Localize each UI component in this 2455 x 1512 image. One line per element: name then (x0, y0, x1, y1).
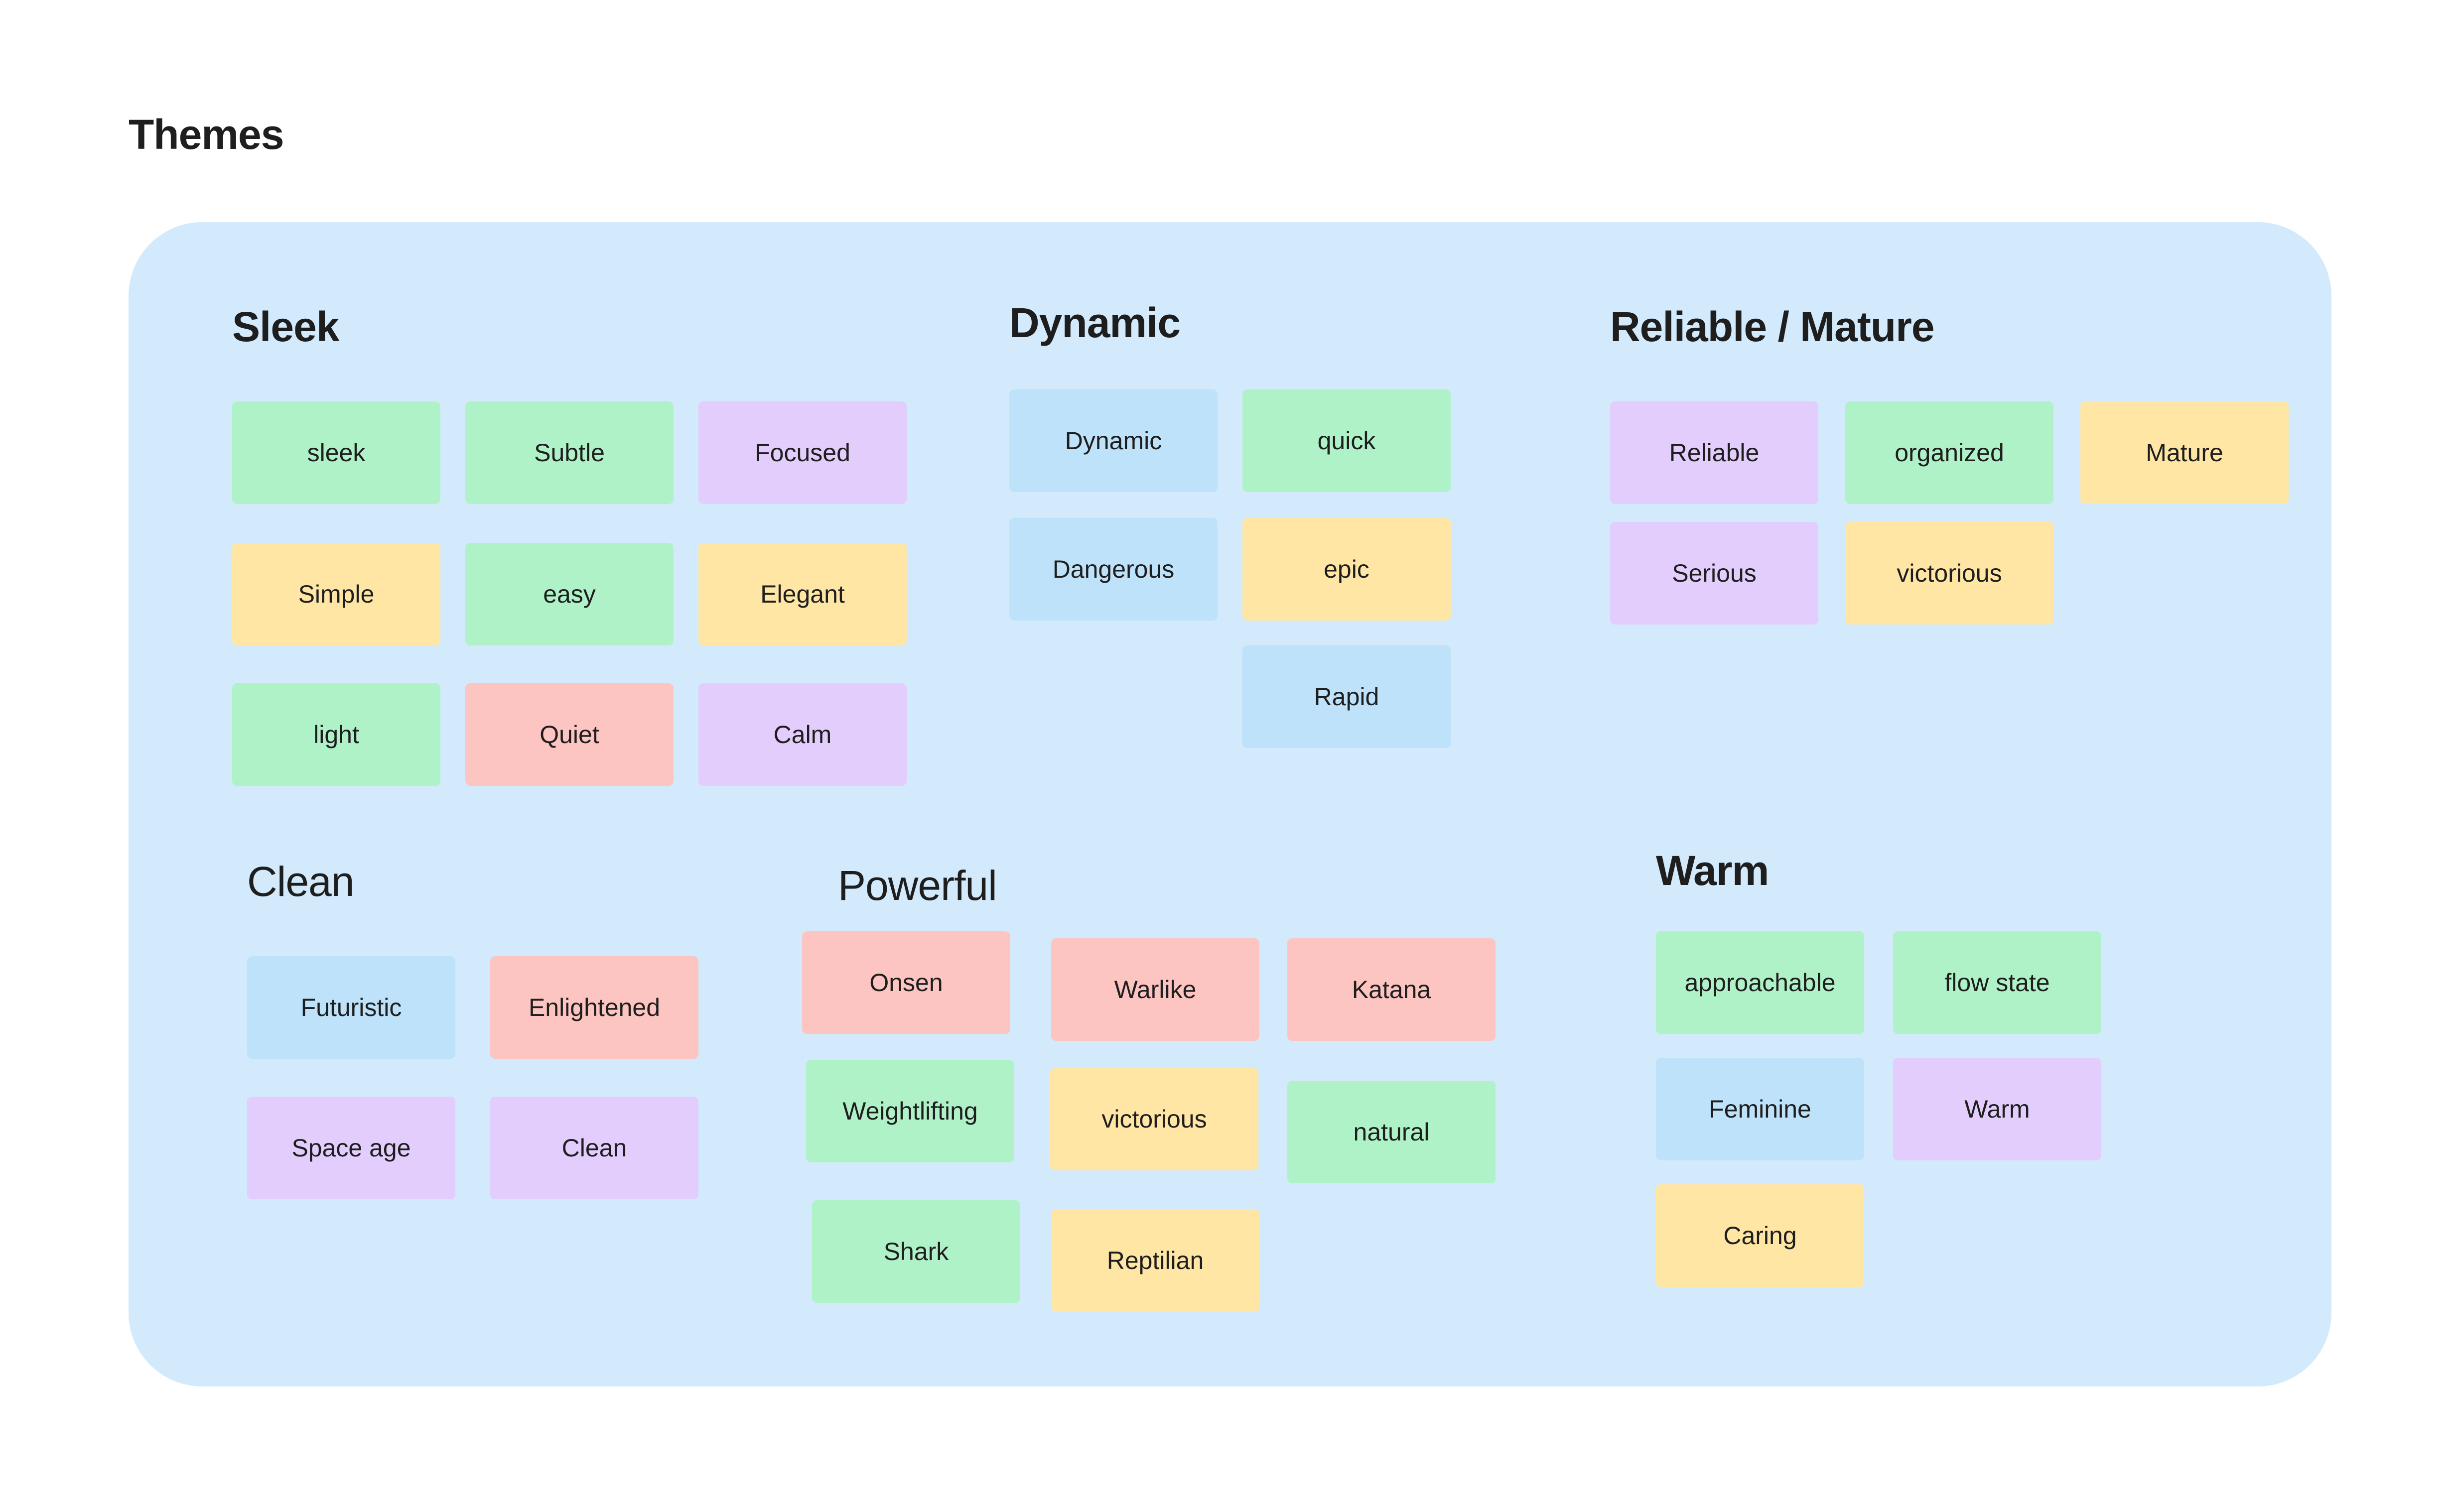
sticky-note[interactable]: sleek (232, 401, 440, 504)
sticky-note[interactable]: approachable (1656, 931, 1864, 1034)
group-title-sleek: Sleek (232, 303, 340, 350)
sticky-note[interactable]: Serious (1610, 522, 1818, 625)
sticky-note[interactable]: natural (1287, 1081, 1496, 1183)
sticky-note[interactable]: Weightlifting (806, 1060, 1014, 1162)
sticky-note[interactable]: Reliable (1610, 401, 1818, 504)
sticky-note[interactable]: flow state (1893, 931, 2101, 1034)
group-title-warm: Warm (1656, 847, 1769, 894)
sticky-note[interactable]: victorious (1845, 522, 2053, 625)
sticky-note[interactable]: Dangerous (1009, 518, 1218, 621)
sticky-note[interactable]: Reptilian (1051, 1209, 1259, 1312)
page-title: Themes (129, 111, 284, 158)
sticky-note[interactable]: Katana (1287, 938, 1496, 1041)
sticky-note[interactable]: quick (1242, 389, 1451, 492)
sticky-note[interactable]: Elegant (698, 543, 907, 645)
group-title-powerful: Powerful (838, 862, 997, 909)
group-title-clean: Clean (247, 858, 354, 905)
sticky-note[interactable]: Rapid (1242, 645, 1451, 748)
sticky-note[interactable]: Futuristic (247, 956, 455, 1059)
group-title-reliable-mature: Reliable / Mature (1610, 303, 1935, 350)
sticky-note[interactable]: Mature (2080, 401, 2289, 504)
sticky-note[interactable]: Shark (812, 1200, 1020, 1303)
sticky-note[interactable]: easy (465, 543, 674, 645)
sticky-note[interactable]: Focused (698, 401, 907, 504)
group-title-dynamic: Dynamic (1009, 299, 1181, 346)
sticky-note[interactable]: Clean (490, 1097, 698, 1199)
sticky-note[interactable]: Calm (698, 683, 907, 786)
sticky-note[interactable]: Feminine (1656, 1058, 1864, 1160)
sticky-note[interactable]: Onsen (802, 931, 1010, 1034)
sticky-note[interactable]: victorious (1050, 1068, 1258, 1170)
sticky-note[interactable]: Space age (247, 1097, 455, 1199)
sticky-note[interactable]: Subtle (465, 401, 674, 504)
sticky-note[interactable]: organized (1845, 401, 2053, 504)
sticky-note[interactable]: Caring (1656, 1184, 1864, 1287)
sticky-note[interactable]: epic (1242, 518, 1451, 621)
sticky-note[interactable]: light (232, 683, 440, 786)
sticky-note[interactable]: Warlike (1051, 938, 1259, 1041)
sticky-note[interactable]: Quiet (465, 683, 674, 786)
sticky-note[interactable]: Warm (1893, 1058, 2101, 1160)
sticky-note[interactable]: Enlightened (490, 956, 698, 1059)
sticky-note[interactable]: Simple (232, 543, 440, 645)
sticky-note[interactable]: Dynamic (1009, 389, 1218, 492)
